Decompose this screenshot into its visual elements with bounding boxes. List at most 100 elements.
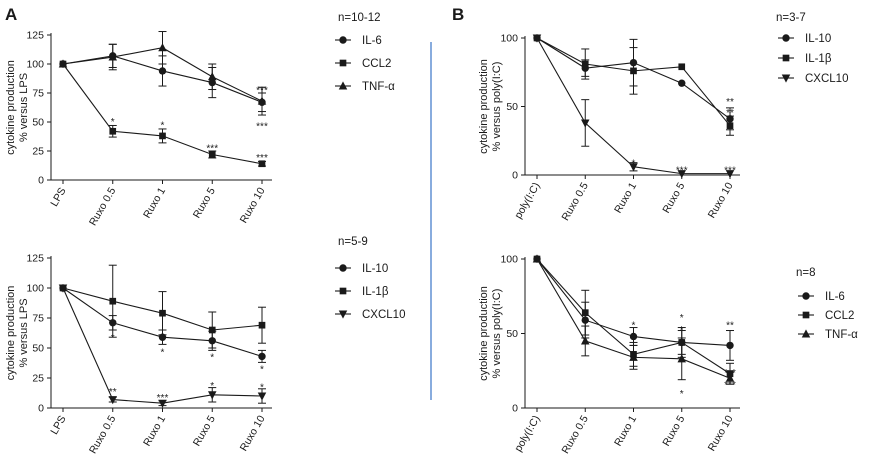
data-point bbox=[208, 326, 216, 334]
legend-label: IL-10 bbox=[362, 263, 388, 275]
x-tick-label: Ruxo 5 bbox=[191, 185, 218, 220]
y-tick-label: 125 bbox=[26, 30, 44, 42]
x-tick-label: Ruxo 0.5 bbox=[559, 413, 590, 456]
data-point bbox=[258, 160, 266, 168]
y-tick-label: 75 bbox=[32, 88, 44, 100]
data-point bbox=[108, 396, 118, 405]
x-tick-label: Ruxo 5 bbox=[660, 180, 687, 215]
legend-label: CCL2 bbox=[825, 310, 854, 322]
data-point bbox=[580, 119, 590, 128]
data-point bbox=[677, 170, 687, 179]
legend-label: TNF-α bbox=[825, 329, 858, 341]
significance-marker: * bbox=[680, 313, 684, 324]
panel-label-b: B bbox=[452, 5, 464, 24]
y-tick-label: 100 bbox=[500, 33, 518, 45]
legend-marker bbox=[782, 34, 790, 42]
x-tick-label: Ruxo 5 bbox=[660, 413, 687, 448]
x-tick-label: Ruxo 10 bbox=[238, 413, 268, 453]
chart-B-top: 0 50 100 poly(I:C) Ruxo 0.5 Ruxo 1 Ruxo 5 Ruxo … bbox=[478, 12, 848, 223]
data-point bbox=[158, 333, 167, 341]
legend-marker bbox=[781, 74, 791, 83]
legend-marker bbox=[339, 59, 347, 67]
data-point bbox=[158, 67, 167, 75]
significance-marker: * bbox=[260, 364, 264, 375]
legend-marker bbox=[339, 264, 347, 272]
legend-marker bbox=[339, 36, 347, 44]
y-tick-label: 100 bbox=[26, 59, 44, 71]
data-point bbox=[726, 341, 734, 350]
y-tick-label: 125 bbox=[26, 253, 44, 265]
data-point bbox=[580, 336, 590, 345]
legend-marker bbox=[338, 310, 348, 319]
y-tick-label: 50 bbox=[32, 343, 44, 355]
data-point bbox=[109, 297, 117, 305]
y-tick-label: 50 bbox=[506, 101, 518, 113]
y-axis-label: cytokine production bbox=[478, 59, 490, 154]
significance-marker: *** bbox=[724, 380, 736, 391]
data-point bbox=[158, 399, 167, 408]
y-axis-label: % versus LPS bbox=[18, 298, 30, 367]
y-axis-label: % versus poly(I:C) bbox=[491, 289, 503, 379]
legend-label: IL-6 bbox=[362, 35, 382, 47]
significance-marker: *** bbox=[256, 121, 268, 132]
x-tick-label: Ruxo 0.5 bbox=[559, 180, 590, 223]
y-tick-label: 25 bbox=[32, 146, 44, 158]
x-tick-label: poly(I:C) bbox=[512, 181, 542, 221]
significance-marker: ** bbox=[109, 387, 117, 398]
significance-marker: *** bbox=[256, 153, 268, 164]
x-tick-label: LPS bbox=[48, 186, 68, 209]
data-point bbox=[581, 309, 589, 316]
significance-marker: * bbox=[632, 321, 636, 332]
x-tick-label: Ruxo 1 bbox=[612, 180, 639, 215]
significance-marker: * bbox=[111, 117, 115, 128]
legend-label: CCL2 bbox=[362, 58, 391, 70]
significance-marker: * bbox=[680, 389, 684, 400]
data-point bbox=[109, 127, 117, 135]
significance-marker: *** bbox=[256, 86, 268, 97]
y-axis-label: % versus poly(I:C) bbox=[491, 62, 503, 152]
x-tick-label: Ruxo 10 bbox=[706, 180, 736, 220]
legend-label: TNF-α bbox=[362, 81, 395, 93]
y-tick-label: 50 bbox=[506, 328, 518, 340]
legend-marker bbox=[338, 81, 348, 90]
x-tick-label: Ruxo 10 bbox=[238, 185, 268, 225]
significance-marker: * bbox=[210, 352, 214, 363]
data-point bbox=[58, 284, 68, 293]
x-tick-label: poly(I:C) bbox=[512, 414, 542, 454]
chart-B-bottom: 0 50 100 poly(I:C) Ruxo 0.5 Ruxo 1 Ruxo 5 Ruxo … bbox=[478, 254, 858, 456]
data-point bbox=[58, 59, 68, 68]
data-point bbox=[677, 354, 687, 363]
y-axis-label: cytokine production bbox=[5, 286, 17, 381]
data-point bbox=[158, 43, 167, 52]
data-point bbox=[678, 63, 686, 71]
panel-label-a: A bbox=[5, 5, 17, 24]
data-point bbox=[108, 52, 118, 61]
x-tick-label: Ruxo 0.5 bbox=[87, 413, 118, 456]
significance-marker: * bbox=[632, 159, 636, 170]
legend-label: IL-1β bbox=[362, 286, 389, 298]
significance-marker: *** bbox=[724, 368, 736, 379]
n-label: n=5-9 bbox=[338, 236, 368, 248]
x-tick-label: LPS bbox=[48, 414, 68, 437]
significance-marker: * bbox=[680, 325, 684, 336]
significance-marker: ** bbox=[726, 97, 734, 108]
data-point bbox=[725, 373, 735, 382]
legend-label: IL-6 bbox=[825, 291, 845, 303]
significance-marker: ** bbox=[726, 108, 734, 119]
data-point bbox=[630, 67, 637, 75]
y-axis-label: cytokine production bbox=[5, 60, 17, 155]
significance-marker: * bbox=[161, 120, 165, 131]
legend-marker bbox=[782, 54, 790, 62]
data-point bbox=[726, 122, 734, 130]
chart-A-bottom: 0 25 50 75 100 125 LPS Ruxo 0.5 Ruxo 1 Ruxo 5 Ruxo… bbox=[5, 236, 405, 456]
significance-marker: * bbox=[111, 333, 115, 344]
data-point bbox=[532, 254, 542, 263]
x-tick-label: Ruxo 5 bbox=[191, 413, 218, 448]
y-tick-label: 100 bbox=[500, 254, 518, 266]
n-label: n=3-7 bbox=[776, 12, 806, 24]
y-tick-label: 0 bbox=[38, 175, 44, 187]
y-tick-label: 0 bbox=[512, 403, 518, 415]
legend-label: IL-1β bbox=[805, 53, 832, 65]
x-tick-label: Ruxo 1 bbox=[612, 413, 639, 448]
